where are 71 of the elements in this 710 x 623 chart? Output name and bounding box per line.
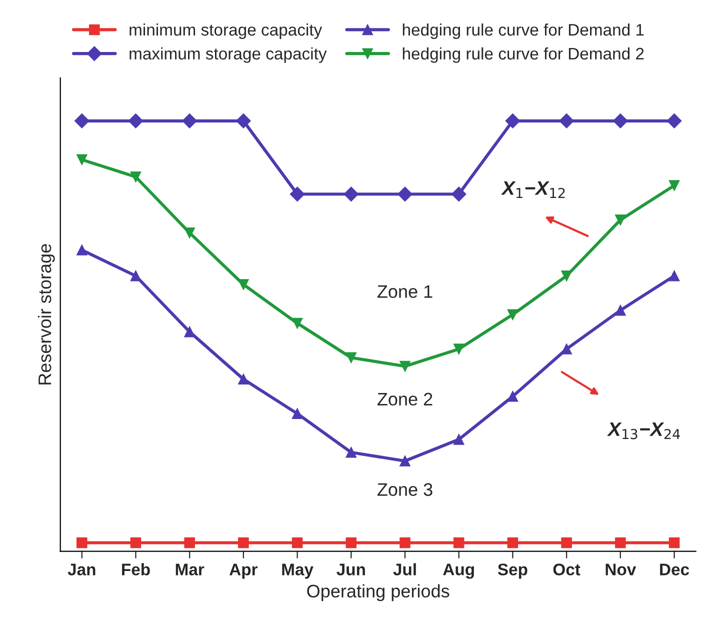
point <box>668 537 680 548</box>
point <box>561 270 572 282</box>
x-tick-label: Oct <box>553 564 580 576</box>
point <box>400 360 410 372</box>
point <box>184 537 195 548</box>
point <box>74 114 90 128</box>
x-tick-label: Aug <box>443 564 474 579</box>
x-tick-label: Dec <box>660 564 690 576</box>
legend-label: hedging rule curve for Demand 2 <box>402 47 644 63</box>
point <box>292 408 303 419</box>
point <box>346 352 357 364</box>
annotation: X$_{13}$−X$_{24}$ <box>607 422 680 440</box>
point <box>451 186 466 202</box>
x-tick-label: Jul <box>393 563 416 576</box>
point <box>453 434 464 445</box>
point <box>559 114 574 128</box>
point <box>344 186 359 202</box>
legend-label: maximum storage capacity <box>130 47 327 63</box>
point <box>128 114 144 128</box>
x-tick-label: Apr <box>230 564 258 579</box>
annotation: Zone 1 <box>377 285 432 298</box>
point <box>398 186 412 202</box>
point <box>615 537 626 548</box>
point <box>505 114 520 128</box>
annotation: Zone 3 <box>377 483 432 496</box>
x-tick-label: Jun <box>336 564 365 576</box>
point <box>76 537 88 548</box>
point <box>400 537 410 548</box>
point <box>507 309 518 320</box>
annotation: Zone 2 <box>377 392 432 406</box>
point <box>507 391 518 402</box>
y-axis-title: Reservoir storage <box>38 244 55 384</box>
point <box>290 186 305 202</box>
point <box>668 270 680 282</box>
x-tick-label: Jan <box>68 564 96 576</box>
point <box>615 304 626 316</box>
legend-label: hedging rule curve for Demand 1 <box>402 23 644 40</box>
point <box>184 326 195 338</box>
point <box>400 456 410 466</box>
point <box>130 270 142 282</box>
point <box>453 344 464 354</box>
point <box>292 537 303 548</box>
point <box>666 114 682 128</box>
point <box>668 180 680 191</box>
legend-label: minimum storage capacity <box>130 23 322 40</box>
point <box>236 114 251 128</box>
point <box>76 154 88 166</box>
annotation: X$_{1}$−X$_{12}$ <box>500 181 565 198</box>
point <box>76 244 88 256</box>
x-tick-label: Feb <box>122 563 150 576</box>
point <box>453 537 464 548</box>
point <box>238 279 249 290</box>
point <box>615 214 626 226</box>
point <box>238 537 249 548</box>
x-tick-label: Mar <box>176 564 204 576</box>
point <box>130 171 142 182</box>
point <box>238 374 249 385</box>
x-axis-title: Operating periods <box>307 584 450 602</box>
x-tick-label: Sep <box>498 564 528 579</box>
x-tick-label: May <box>282 564 314 579</box>
point <box>292 318 303 329</box>
point <box>346 537 357 548</box>
point <box>184 227 195 238</box>
point <box>346 446 357 458</box>
point <box>507 537 518 548</box>
point <box>130 537 142 548</box>
point <box>182 114 197 128</box>
point <box>561 537 572 548</box>
point <box>561 344 572 354</box>
x-tick-label: Nov <box>606 564 636 576</box>
point <box>613 114 628 128</box>
